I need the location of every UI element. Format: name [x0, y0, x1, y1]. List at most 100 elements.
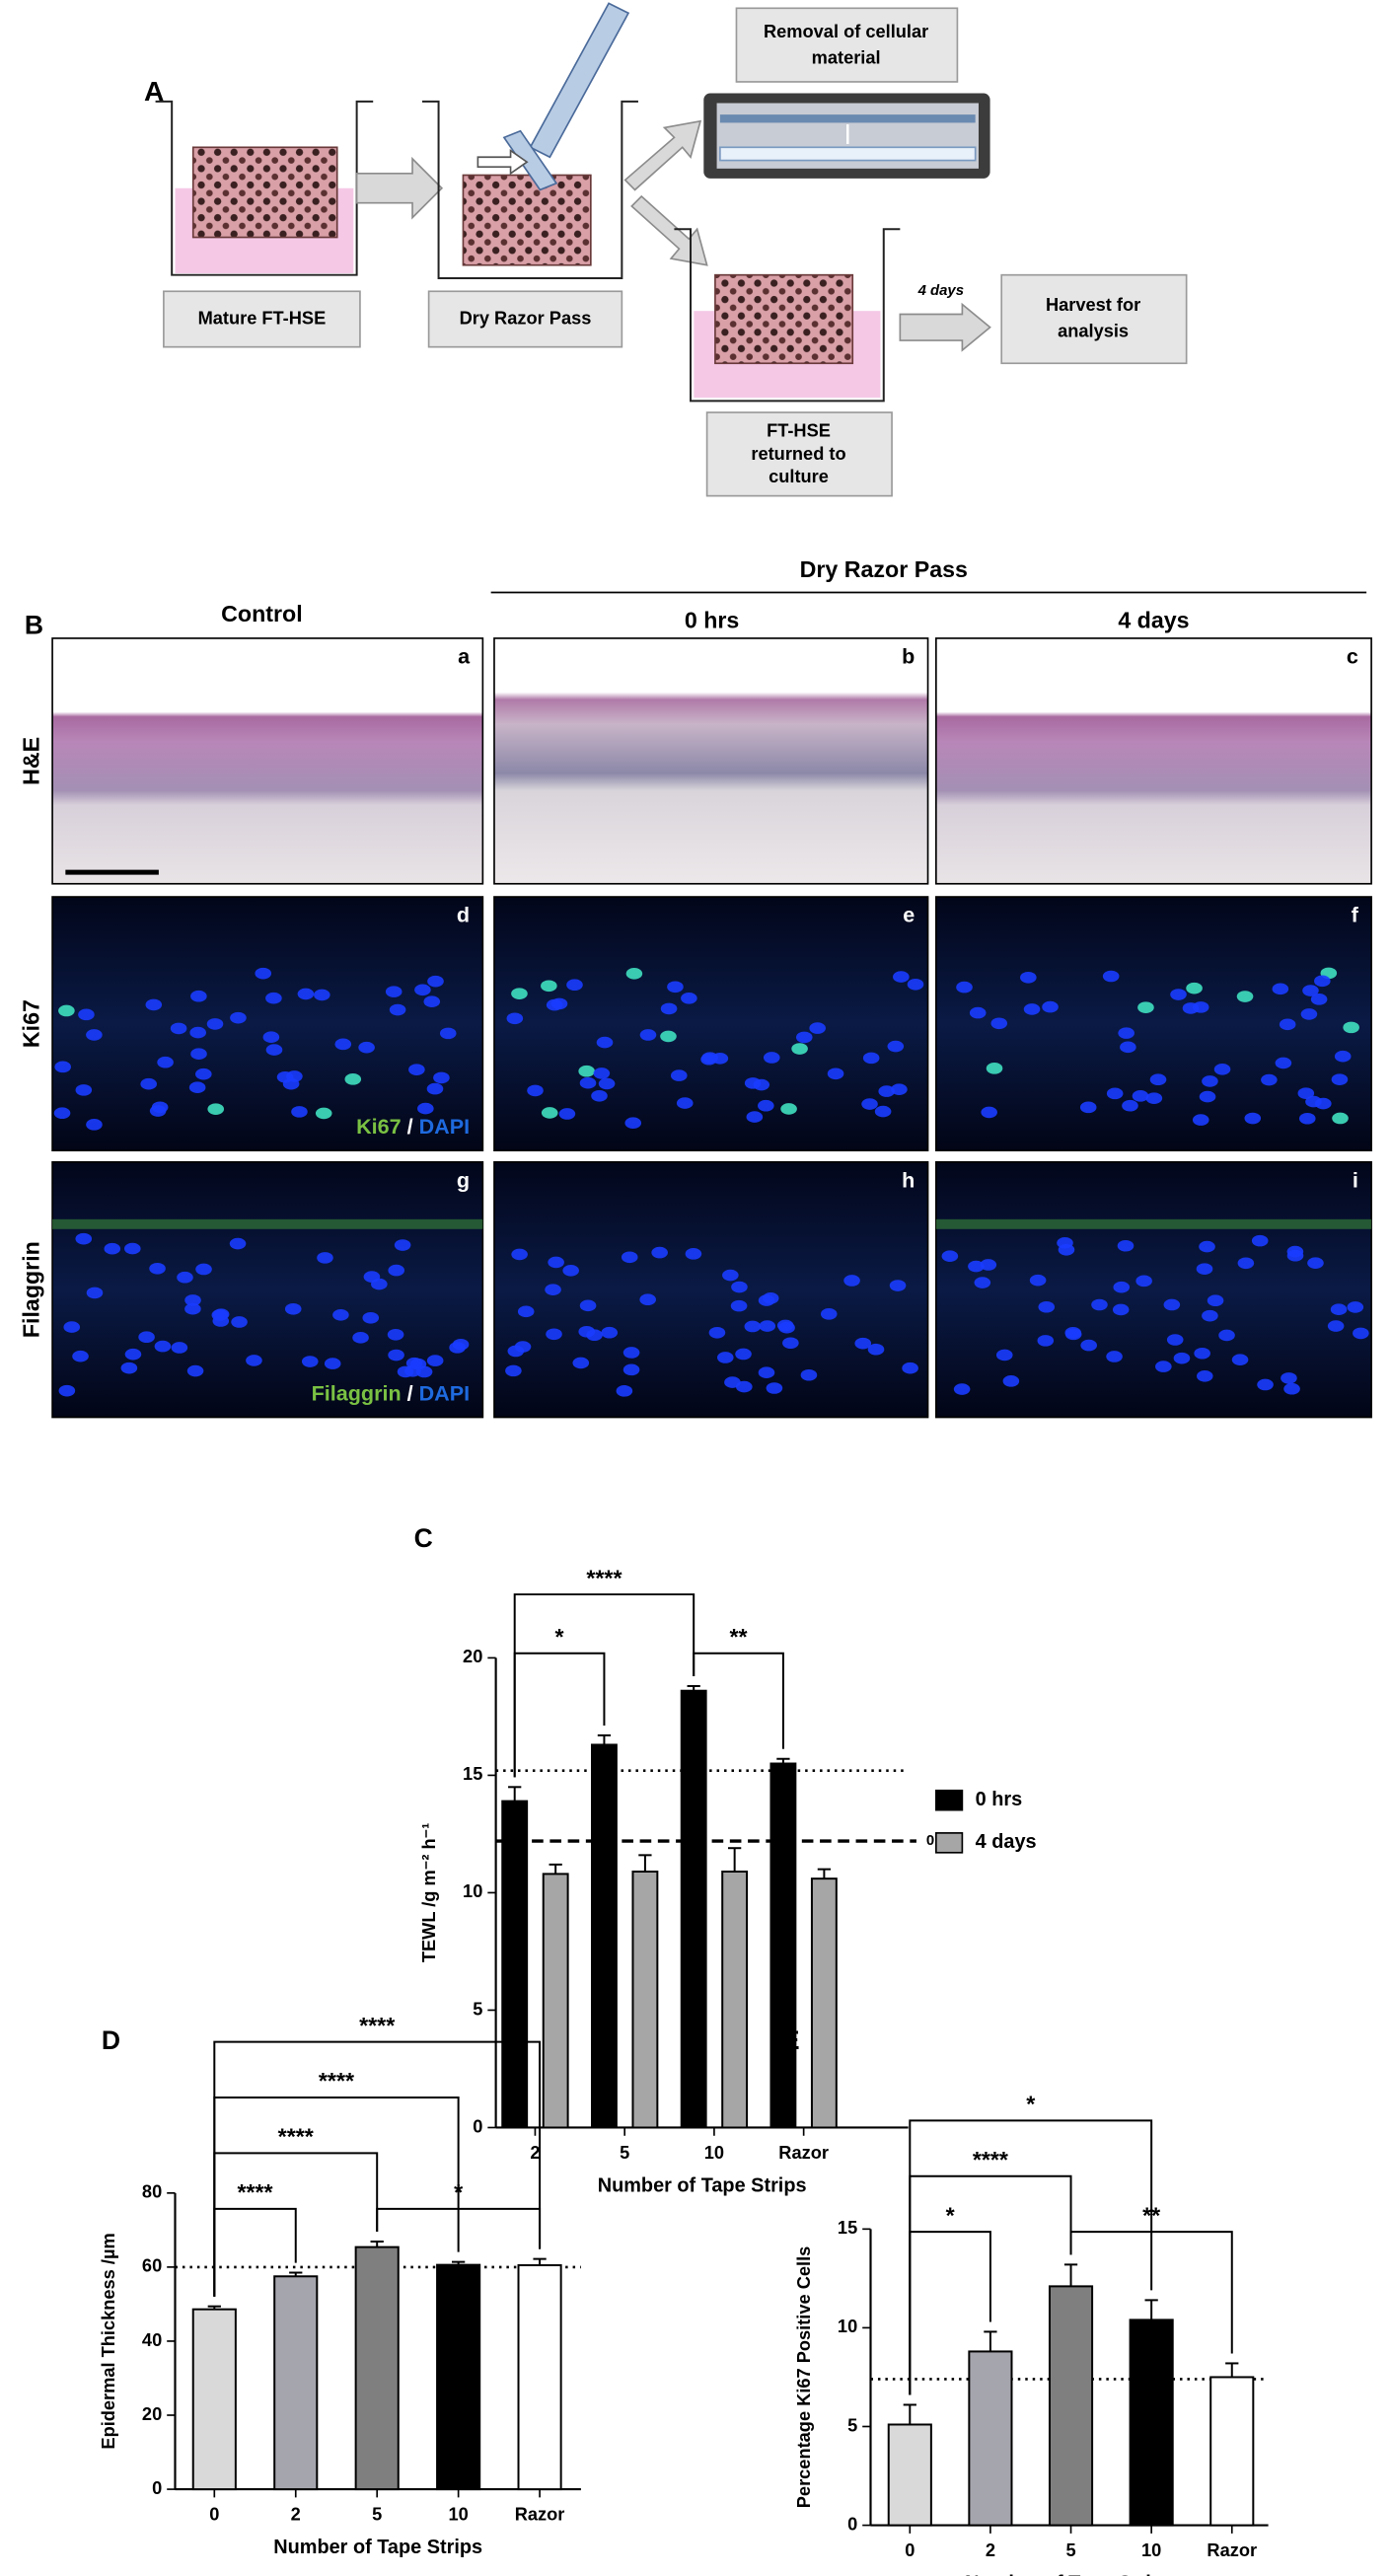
legend-swatch — [935, 1832, 964, 1854]
nucleus — [980, 1259, 997, 1271]
nucleus — [177, 1271, 193, 1284]
nucleus — [124, 1348, 142, 1361]
nucleus — [229, 1237, 247, 1250]
nucleus — [639, 1293, 656, 1306]
nucleus — [1002, 1375, 1020, 1387]
nucleus — [889, 1280, 907, 1291]
nucleus — [1343, 1021, 1359, 1034]
nucleus — [511, 1248, 528, 1261]
nucleus — [541, 980, 557, 993]
nucleus — [763, 1052, 780, 1064]
nucleus — [171, 1342, 188, 1354]
nucleus — [862, 1052, 880, 1065]
nucleus — [1079, 1101, 1097, 1114]
nucleus — [138, 1331, 155, 1344]
nucleus — [186, 1364, 204, 1377]
nucleus — [265, 1044, 283, 1056]
bar — [354, 2245, 400, 2491]
nucleus — [1310, 994, 1328, 1005]
nucleus — [601, 1326, 619, 1339]
step-text: Dry Razor Pass — [460, 307, 592, 328]
x-axis-label: Number of Tape Strips — [965, 2573, 1174, 2576]
nucleus — [1315, 1097, 1332, 1110]
well-wall — [674, 228, 901, 403]
duration: 4 days — [917, 282, 964, 299]
y-tick-label: 60 — [142, 2255, 162, 2276]
panel-label: E — [782, 2025, 800, 2055]
x-tick-label: 5 — [620, 2142, 629, 2163]
significance-label: **** — [278, 2124, 315, 2150]
nucleus — [231, 1316, 248, 1328]
nucleus — [423, 995, 441, 1008]
nucleus — [120, 1362, 138, 1374]
nucleus — [1272, 983, 1289, 995]
nucleus — [1353, 1327, 1369, 1340]
nucleus — [878, 1085, 896, 1097]
nucleus — [782, 1337, 799, 1350]
nucleus — [1173, 1352, 1191, 1364]
nucleus — [1297, 1087, 1315, 1099]
nucleus — [511, 988, 528, 999]
x-tick-label: 10 — [448, 2503, 468, 2524]
nucleus — [566, 979, 583, 992]
nucleus — [1231, 1354, 1249, 1365]
nucleus — [1080, 1339, 1097, 1352]
row-label: Filaggrin — [18, 1241, 43, 1338]
panel-label: D — [102, 2025, 120, 2055]
nucleus — [389, 1003, 406, 1016]
nucleus — [149, 1262, 166, 1275]
panel-letter: d — [457, 903, 470, 927]
nucleus — [315, 1107, 332, 1120]
nucleus — [1236, 991, 1254, 1002]
nucleus — [190, 1048, 207, 1061]
nucleus — [586, 1329, 603, 1342]
significance-label: * — [1026, 2092, 1036, 2117]
nucleus — [86, 1119, 103, 1131]
nucleus — [809, 1022, 826, 1034]
y-axis-label: Epidermal Thickness /µm — [98, 2233, 118, 2449]
razor-head — [502, 129, 558, 191]
x-tick-label: 5 — [372, 2503, 382, 2524]
y-tick-label: 10 — [838, 2316, 857, 2336]
nucleus — [546, 998, 563, 1011]
nucleus — [624, 1117, 642, 1130]
bar — [1209, 2376, 1255, 2527]
nucleus — [86, 1029, 103, 1041]
step-box — [735, 7, 959, 83]
nucleus — [800, 1368, 818, 1381]
caption-part: / — [402, 1114, 419, 1139]
nucleus — [1237, 1257, 1255, 1270]
nucleus — [195, 1067, 212, 1080]
arrow — [623, 119, 702, 191]
bar — [591, 1743, 618, 2129]
panel-letter: b — [902, 644, 915, 669]
small-arrow — [476, 149, 529, 176]
nucleus — [1279, 1018, 1296, 1031]
nucleus — [404, 1364, 421, 1377]
nucleus — [986, 1063, 1003, 1074]
bar — [436, 2263, 481, 2491]
legend-label: 4 days — [976, 1831, 1037, 1853]
nucleus — [893, 971, 910, 983]
panel-letter: g — [457, 1167, 470, 1192]
nucleus — [1023, 1003, 1041, 1015]
x-tick-label: Razor — [515, 2503, 565, 2524]
nucleus — [157, 1056, 174, 1068]
stain-caption: Ki67 / DAPI — [356, 1114, 470, 1139]
nucleus — [861, 1098, 878, 1110]
nucleus — [758, 1366, 775, 1379]
step-box — [163, 290, 361, 348]
legend-label: 0 hrs — [976, 1789, 1023, 1810]
nucleus — [1314, 975, 1331, 988]
y-tick-label: 20 — [142, 2403, 162, 2424]
nucleus — [184, 1302, 201, 1315]
nucleus — [284, 1302, 302, 1315]
nucleus — [593, 1067, 611, 1079]
nucleus — [1102, 970, 1120, 983]
micrograph — [935, 637, 1372, 885]
well-wall — [155, 100, 374, 276]
stain-band — [935, 1218, 1372, 1229]
nucleus — [622, 1347, 640, 1359]
nucleus — [140, 1077, 157, 1090]
nucleus — [1261, 1073, 1278, 1086]
